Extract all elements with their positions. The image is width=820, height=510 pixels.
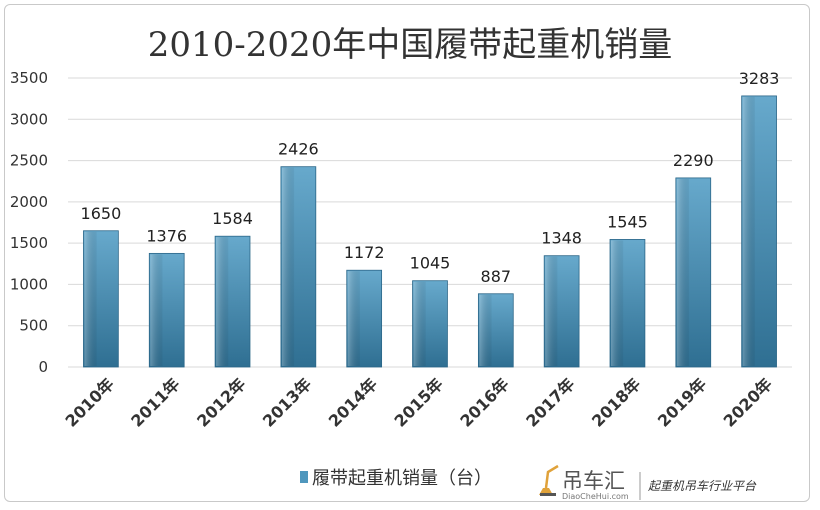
data-label: 1172 (344, 243, 385, 262)
watermark-logo: 吊车汇 DiaoCheHui.com 起重机吊车行业平台 (539, 464, 757, 501)
data-labels: 1650 1376 1584 2426 1172 1045 887 1348 1545 2290 3… (81, 69, 780, 286)
bars (83, 95, 777, 368)
watermark-brand: 吊车汇 (562, 469, 625, 493)
x-tick-label: 2016年 (456, 374, 512, 430)
bar-highlight (84, 231, 97, 366)
bar-highlight (742, 96, 755, 366)
data-label: 1348 (541, 229, 582, 248)
bar-highlight (413, 281, 426, 366)
x-tick-label: 2018年 (588, 374, 644, 430)
x-tick-label: 2010年 (61, 374, 117, 430)
bar-highlight (281, 167, 295, 366)
bar-highlight (479, 294, 492, 366)
bar-highlight (676, 178, 690, 366)
y-tick-label: 1000 (10, 275, 48, 293)
bar-group (675, 177, 712, 368)
data-label: 1376 (146, 226, 187, 245)
x-tick-label: 2013年 (259, 374, 315, 430)
x-tick-label: 2019年 (654, 374, 710, 430)
data-label: 3283 (739, 69, 780, 88)
watermark-url: DiaoCheHui.com (562, 492, 629, 501)
chart-title: 2010-2020年中国履带起重机销量 (148, 25, 673, 65)
y-tick-label: 2000 (10, 193, 48, 211)
y-tick-label: 1500 (10, 234, 48, 252)
data-label: 2426 (278, 140, 319, 159)
x-tick-label: 2014年 (325, 374, 381, 430)
bar-group (412, 280, 448, 368)
bar-group (83, 230, 119, 368)
legend-swatch (300, 471, 308, 483)
crane-icon (539, 464, 559, 496)
y-tick-label: 500 (19, 317, 48, 335)
bar-group (543, 255, 580, 368)
bar-group (477, 293, 514, 368)
y-tick-label: 3500 (10, 69, 48, 87)
y-tick-label: 0 (38, 358, 48, 376)
y-tick-label: 2500 (10, 152, 48, 170)
bar-group (741, 95, 777, 368)
legend-label: 履带起重机销量（台） (312, 468, 492, 489)
data-label: 2290 (673, 151, 714, 170)
data-label: 1545 (607, 212, 648, 231)
data-label: 887 (481, 267, 512, 286)
y-tick-label: 3000 (10, 110, 48, 128)
gridlines (68, 77, 792, 368)
data-label: 1650 (81, 204, 122, 223)
legend: 履带起重机销量（台） (300, 468, 492, 489)
x-tick-label: 2012年 (193, 374, 249, 430)
bar-group (214, 235, 251, 368)
bar-highlight (545, 256, 558, 366)
watermark-slogan: 起重机吊车行业平台 (648, 479, 757, 493)
bar-group (280, 166, 317, 368)
bar-highlight (347, 271, 360, 366)
bar-group (609, 239, 646, 368)
x-tick-label: 2015年 (391, 374, 447, 430)
bar-highlight (150, 254, 163, 366)
bar-highlight (216, 237, 229, 366)
data-label: 1045 (410, 254, 451, 273)
bar-highlight (611, 240, 624, 366)
data-label: 1584 (212, 209, 253, 228)
x-tick-label: 2020年 (720, 374, 776, 430)
bar-group (346, 269, 383, 368)
x-tick-label: 2017年 (522, 374, 578, 430)
x-axis-ticks: 2010年 2011年 2012年 2013年 2014年 2015年 2016年 2017年… (61, 374, 775, 430)
x-tick-label: 2011年 (127, 374, 183, 430)
bar-group (148, 252, 185, 368)
y-axis-ticks: 0 500 1000 1500 2000 2500 3000 3500 (10, 69, 48, 376)
